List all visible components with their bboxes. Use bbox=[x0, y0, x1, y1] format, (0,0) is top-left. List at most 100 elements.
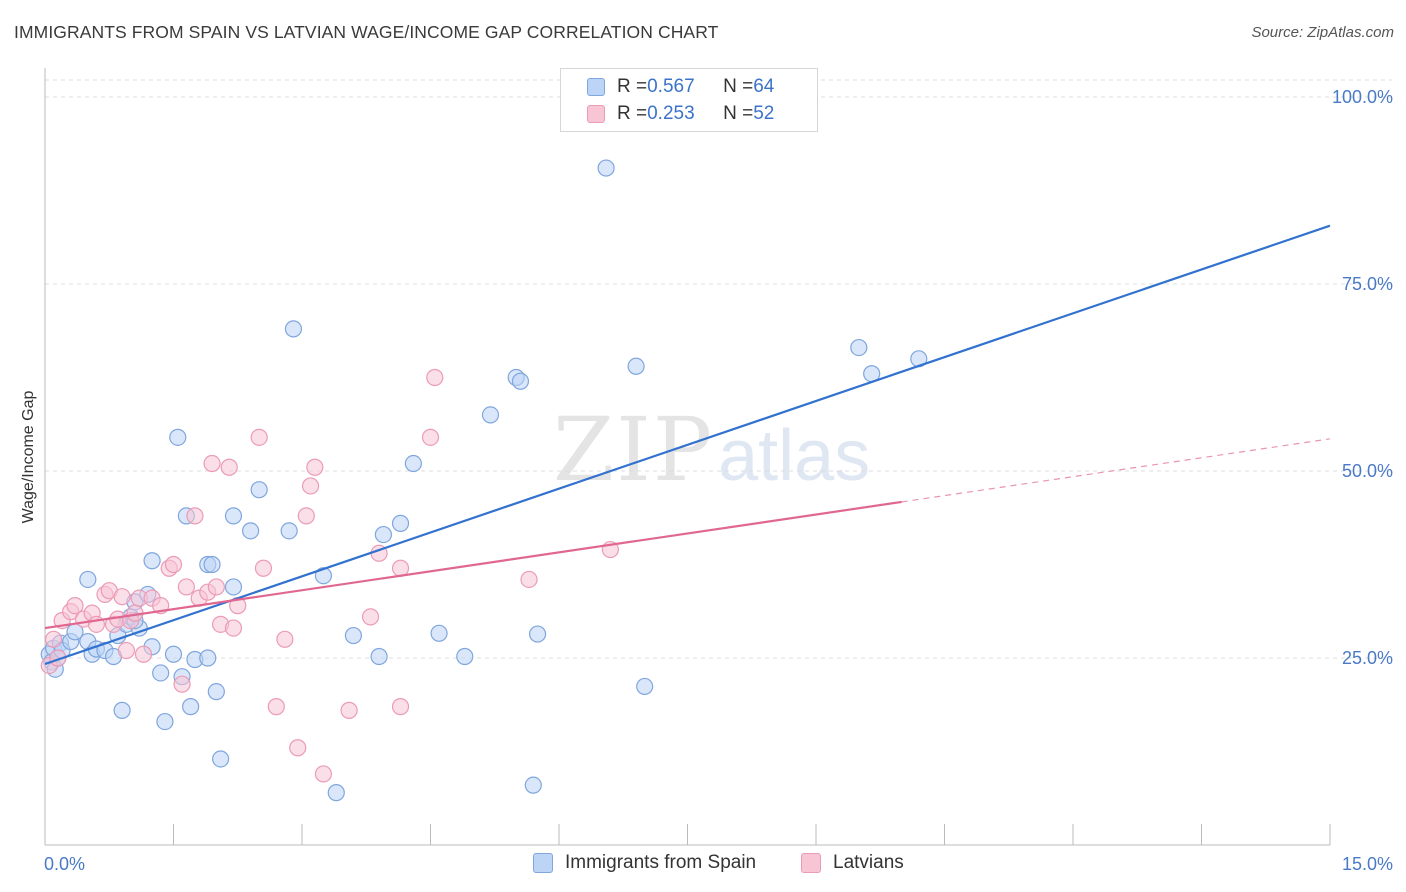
trend-line-latvian bbox=[44, 500, 902, 630]
point-latvian bbox=[361, 608, 380, 626]
watermark-atlas: atlas bbox=[718, 416, 871, 496]
point-latvian bbox=[254, 559, 273, 577]
point-latvian bbox=[520, 570, 538, 589]
legend-row-latvian: R = 0.253 N = 52 bbox=[587, 101, 774, 127]
watermark: ZIPatlas bbox=[553, 398, 870, 501]
point-latvian bbox=[276, 630, 294, 648]
axis-labels: 25.0% 50.0% 75.0% 100.0% 0.0% 15.0% Wage/Incom… bbox=[20, 87, 1393, 874]
point-spain bbox=[344, 626, 362, 645]
y-tick-label: 75.0% bbox=[1342, 274, 1393, 294]
legend-n-label: N = bbox=[723, 103, 754, 124]
y-tick-label: 100.0% bbox=[1332, 87, 1393, 107]
point-spain bbox=[511, 372, 530, 390]
legend-n-value: 64 bbox=[753, 76, 775, 97]
point-latvian bbox=[267, 698, 285, 716]
point-spain bbox=[314, 567, 333, 585]
y-axis-label: Wage/Income Gap bbox=[20, 391, 37, 524]
trend-line-spain bbox=[44, 224, 1331, 666]
legend-r-label: R = bbox=[617, 76, 648, 97]
point-latvian bbox=[207, 578, 225, 596]
point-spain bbox=[152, 664, 170, 682]
point-spain bbox=[374, 525, 392, 544]
point-latvian bbox=[173, 675, 191, 693]
point-spain bbox=[207, 683, 225, 701]
legend-n-value: 52 bbox=[753, 103, 775, 124]
point-spain bbox=[528, 625, 547, 643]
point-spain bbox=[481, 406, 500, 424]
point-spain bbox=[250, 481, 268, 499]
legend-n-label: N = bbox=[723, 76, 754, 97]
point-spain bbox=[242, 522, 260, 540]
point-spain bbox=[627, 357, 645, 375]
point-latvian bbox=[44, 630, 63, 648]
point-spain bbox=[597, 159, 615, 177]
point-spain bbox=[430, 624, 448, 642]
bottom-legend-swatch-latvians bbox=[801, 853, 821, 873]
x-tick-label: 0.0% bbox=[44, 854, 85, 874]
point-latvian bbox=[134, 645, 153, 663]
point-spain bbox=[456, 647, 474, 666]
point-latvian bbox=[220, 458, 238, 476]
chart-title: IMMIGRANTS FROM SPAIN VS LATVIAN WAGE/IN… bbox=[14, 22, 719, 42]
point-latvian bbox=[314, 765, 333, 783]
point-latvian bbox=[177, 578, 195, 596]
legend-r-label: R = bbox=[617, 103, 648, 124]
point-latvian bbox=[297, 507, 315, 525]
point-spain bbox=[370, 647, 388, 666]
bottom-legend-spain: Immigrants from Spain bbox=[533, 852, 756, 874]
point-latvian bbox=[340, 701, 358, 719]
point-spain bbox=[169, 428, 187, 446]
point-spain bbox=[113, 701, 131, 719]
trend-lines bbox=[44, 224, 1331, 666]
point-latvian bbox=[250, 428, 268, 446]
series-spain-points bbox=[40, 159, 928, 802]
gridlines bbox=[45, 79, 1392, 659]
point-spain bbox=[164, 645, 183, 663]
x-tick-label: 15.0% bbox=[1342, 854, 1393, 874]
y-tick-label: 50.0% bbox=[1342, 461, 1393, 481]
bottom-legend-latvians: Latvians bbox=[801, 852, 904, 874]
correlation-legend: R = 0.567 N = 64 R = 0.253 N = 52 bbox=[560, 68, 818, 132]
point-spain bbox=[224, 507, 243, 525]
point-latvian bbox=[301, 477, 320, 495]
point-latvian bbox=[113, 588, 131, 606]
legend-r-value: 0.253 bbox=[647, 103, 695, 124]
bottom-legend-swatch-spain bbox=[533, 853, 553, 873]
bottom-legend-label-latvians: Latvians bbox=[833, 852, 904, 873]
point-spain bbox=[284, 320, 303, 338]
point-latvian bbox=[164, 555, 183, 574]
point-latvian bbox=[306, 458, 324, 476]
point-latvian bbox=[421, 428, 440, 446]
trend-line-latvian-extension bbox=[901, 438, 1331, 503]
point-latvian bbox=[66, 597, 84, 615]
point-latvian bbox=[224, 619, 243, 637]
point-spain bbox=[79, 570, 97, 589]
legend-r-value: 0.567 bbox=[647, 76, 695, 97]
point-latvian bbox=[203, 454, 221, 473]
point-spain bbox=[524, 776, 542, 794]
point-spain bbox=[391, 514, 410, 532]
point-spain bbox=[156, 712, 174, 731]
legend-swatch-latvian bbox=[587, 105, 605, 123]
point-spain bbox=[850, 338, 868, 357]
source-attribution: Source: ZipAtlas.com bbox=[1251, 24, 1394, 41]
watermark-zip: ZIP bbox=[553, 398, 715, 501]
point-spain bbox=[636, 677, 654, 696]
point-spain bbox=[327, 784, 345, 802]
point-spain bbox=[203, 555, 221, 574]
point-spain bbox=[224, 578, 243, 596]
point-spain bbox=[280, 522, 298, 540]
point-spain bbox=[212, 750, 230, 768]
point-latvian bbox=[426, 368, 444, 387]
point-latvian bbox=[117, 641, 135, 660]
point-spain bbox=[143, 552, 161, 570]
point-latvian bbox=[186, 507, 204, 525]
point-spain bbox=[404, 454, 422, 473]
point-latvian bbox=[289, 739, 307, 757]
axes bbox=[44, 68, 1331, 846]
point-spain bbox=[182, 698, 200, 716]
bottom-legend-label-spain: Immigrants from Spain bbox=[565, 852, 757, 873]
y-tick-label: 25.0% bbox=[1342, 648, 1393, 668]
point-spain bbox=[199, 649, 217, 667]
